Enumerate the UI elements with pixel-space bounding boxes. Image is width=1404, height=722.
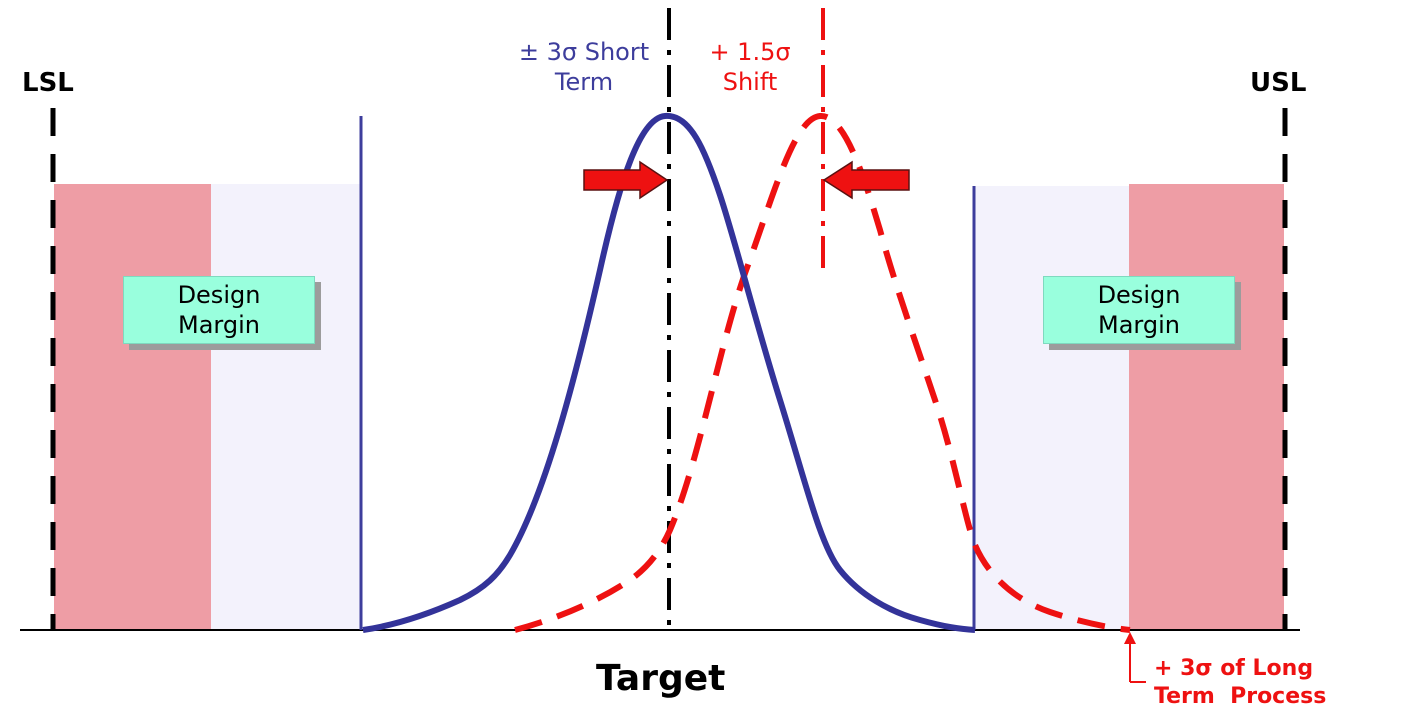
long-term-label-line2: Term Process (1154, 684, 1327, 709)
shift-label-line2: Shift (722, 68, 778, 96)
design-margin-left-line2: Margin (178, 311, 260, 339)
shifted-distribution-curve (514, 113, 1131, 633)
target-label: Target (596, 658, 726, 699)
design-margin-left-line1: Design (177, 281, 261, 309)
left-pointing-arrow-icon (822, 160, 910, 200)
long-term-label: + 3σ of Long Term Process (1154, 655, 1326, 711)
left-inner-zone (211, 184, 362, 630)
short-term-distribution-curve (362, 112, 976, 633)
lsl-label: LSL (22, 68, 74, 98)
design-margin-right-line2: Margin (1098, 311, 1180, 339)
shift-label-line1: + 1.5σ (709, 38, 791, 66)
right-pointing-arrow-icon (583, 160, 669, 200)
short-term-label: ± 3σ Short Term (514, 37, 654, 97)
usl-label: USL (1250, 68, 1307, 98)
short-term-label-line2: Term (554, 68, 614, 96)
right-inner-zone (975, 186, 1129, 630)
long-term-label-line1: + 3σ of Long (1154, 656, 1314, 681)
shift-label: + 1.5σ Shift (690, 37, 810, 97)
design-margin-box-right: Design Margin (1043, 276, 1235, 344)
design-margin-box-left: Design Margin (123, 276, 315, 344)
design-margin-right-line1: Design (1097, 281, 1181, 309)
up-arrow-icon (1124, 632, 1136, 644)
right-outer-zone (1129, 184, 1284, 630)
left-outer-zone (54, 184, 211, 630)
short-term-label-line1: ± 3σ Short (518, 38, 650, 66)
